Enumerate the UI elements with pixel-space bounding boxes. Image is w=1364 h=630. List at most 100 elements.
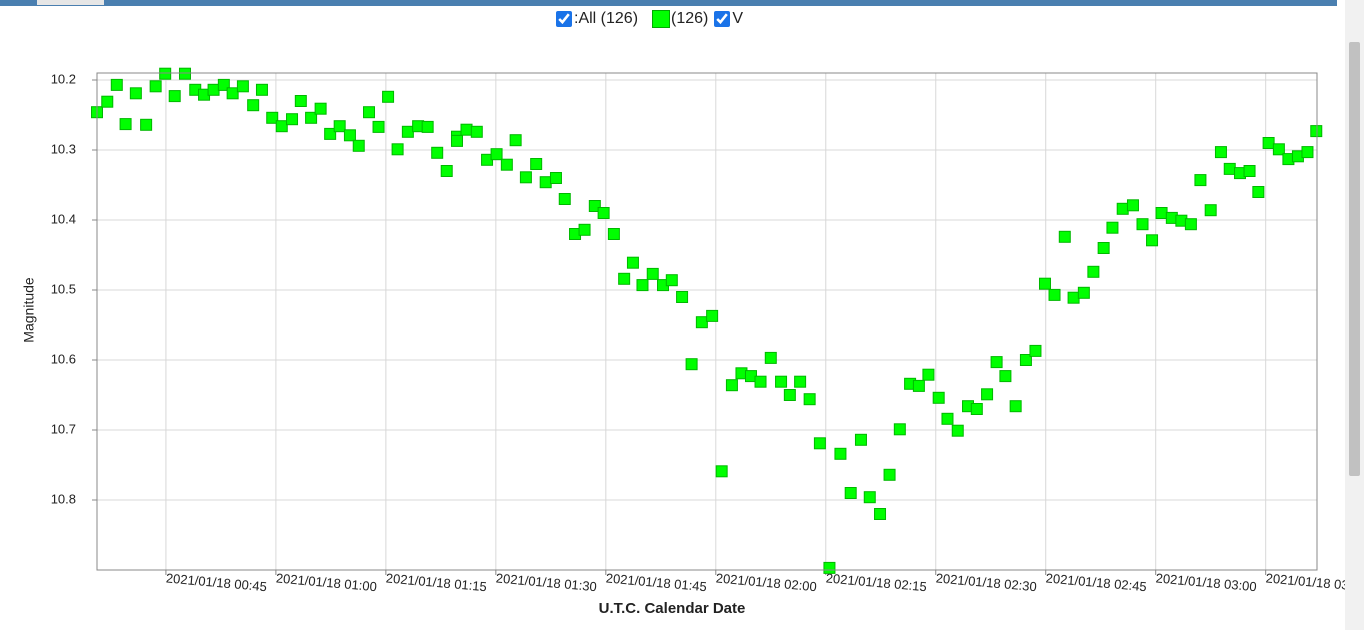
all-checkbox[interactable] <box>556 11 572 27</box>
data-point <box>607 228 620 240</box>
tab[interactable] <box>37 0 104 5</box>
data-point <box>695 316 708 329</box>
x-tick-label: 2021/01/18 01:00 <box>275 570 377 594</box>
data-point <box>549 172 562 184</box>
data-point <box>1194 174 1207 187</box>
data-point <box>941 412 954 425</box>
data-point <box>578 223 591 236</box>
data-point <box>754 375 767 388</box>
data-point <box>207 83 220 96</box>
data-point <box>1214 146 1227 159</box>
data-point <box>834 447 847 460</box>
data-point <box>823 561 836 574</box>
data-point <box>912 379 925 392</box>
data-point <box>159 67 172 80</box>
data-point <box>247 99 260 112</box>
legend-label: (126) <box>671 10 709 27</box>
x-tick-label: 2021/01/18 02:45 <box>1045 570 1147 594</box>
data-point <box>1243 165 1256 177</box>
data-point <box>101 95 114 108</box>
data-point <box>844 487 857 499</box>
data-point <box>665 274 678 287</box>
data-point <box>500 158 513 171</box>
data-point <box>266 111 279 124</box>
data-point <box>470 125 483 138</box>
data-point <box>764 351 777 364</box>
data-point <box>558 193 571 205</box>
data-point <box>372 120 385 133</box>
data-point <box>1272 143 1285 156</box>
data-point <box>951 424 964 437</box>
data-point <box>217 78 230 91</box>
data-point <box>893 423 906 436</box>
data-point <box>149 80 162 93</box>
data-point <box>431 146 444 159</box>
data-point <box>1146 234 1159 247</box>
data-point <box>1184 218 1197 231</box>
data-point <box>626 256 639 269</box>
data-point <box>1077 286 1090 299</box>
data-point <box>490 148 503 161</box>
y-tick-label: 10.4 <box>51 211 76 226</box>
data-point <box>1126 199 1139 212</box>
y-tick-label: 10.6 <box>51 351 76 366</box>
data-point <box>460 123 473 136</box>
data-point <box>597 207 610 219</box>
data-point <box>922 368 935 381</box>
data-point <box>391 143 404 156</box>
data-point <box>236 80 249 93</box>
all-label: :All (126) <box>574 10 639 27</box>
data-point <box>129 87 142 100</box>
x-axis-title: U.T.C. Calendar Date <box>599 600 746 617</box>
data-point <box>1252 186 1265 198</box>
x-tick-label: 2021/01/18 01:30 <box>495 570 597 594</box>
data-point <box>783 389 796 401</box>
data-point <box>706 309 719 322</box>
data-point <box>990 356 1003 369</box>
data-point <box>874 508 887 520</box>
data-point <box>333 120 346 133</box>
data-point <box>676 291 689 303</box>
x-tick-label: 2021/01/18 02:30 <box>935 570 1037 594</box>
data-point <box>932 391 945 404</box>
data-point <box>352 139 365 152</box>
data-point <box>618 272 631 285</box>
data-point <box>275 120 288 133</box>
data-point <box>813 437 826 450</box>
x-tick-label: 2021/01/18 02:00 <box>715 570 817 594</box>
filter-checkbox[interactable] <box>714 11 731 27</box>
data-point <box>401 125 414 138</box>
data-point <box>863 491 876 504</box>
data-point <box>294 95 307 107</box>
data-point <box>1223 162 1236 175</box>
data-point <box>1067 291 1080 304</box>
legend-swatch[interactable] <box>652 10 671 28</box>
scrollbar-thumb[interactable] <box>1349 42 1360 476</box>
data-point <box>421 120 434 133</box>
y-tick-label: 10.8 <box>51 491 76 506</box>
x-tick-label: 2021/01/18 03:00 <box>1155 570 1257 594</box>
data-point <box>715 465 728 478</box>
x-tick-label: 2021/01/18 03:15 <box>1265 570 1345 594</box>
y-axis-title: Magnitude <box>21 277 37 343</box>
data-point <box>530 158 543 170</box>
data-point <box>636 279 649 292</box>
y-tick-label: 10.2 <box>51 71 76 86</box>
data-point <box>883 468 896 481</box>
data-point <box>286 113 299 126</box>
data-point <box>1310 125 1323 138</box>
data-point <box>803 393 816 406</box>
data-point <box>343 129 356 142</box>
data-point <box>725 379 738 392</box>
data-point <box>539 176 552 189</box>
data-point <box>226 87 239 100</box>
data-point <box>110 78 123 91</box>
data-point <box>314 102 327 115</box>
x-tick-label: 2021/01/18 02:15 <box>825 570 927 594</box>
data-point <box>519 171 532 184</box>
data-point <box>1116 202 1129 215</box>
data-point <box>981 388 994 401</box>
top-bar <box>0 0 1337 6</box>
